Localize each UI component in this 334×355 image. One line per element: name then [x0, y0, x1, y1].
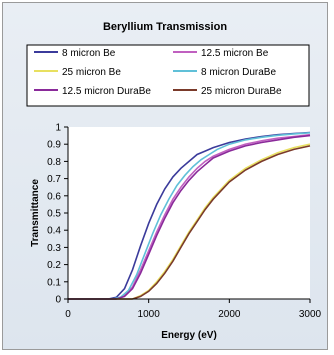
y-tick-label: 1: [55, 123, 61, 134]
legend-box: [26, 44, 310, 107]
series-line-0: [108, 131, 311, 300]
y-tick-label: 0.3: [47, 243, 61, 254]
series-line-5: [132, 145, 311, 300]
y-tick-label: 0.2: [47, 260, 61, 271]
series-line-3: [112, 132, 311, 300]
y-tick-label: 0.8: [47, 157, 61, 168]
legend-label: 25 micron DuraBe: [201, 86, 282, 97]
x-ticks: 0 1000 2000 3000: [65, 299, 322, 320]
y-tick-label: 0: [55, 295, 61, 306]
y-tick-label: 0.6: [47, 191, 61, 202]
series-line-4: [116, 134, 311, 300]
chart-title: Beryllium Transmission: [103, 21, 227, 33]
y-tick-label: 0.5: [47, 209, 61, 220]
legend-label: 12.5 micron DuraBe: [62, 86, 151, 97]
x-tick-label: 0: [65, 309, 71, 320]
x-tick-label: 2000: [218, 309, 241, 320]
legend-label: 12.5 micron Be: [201, 48, 269, 59]
series-line-2: [132, 143, 311, 300]
y-tick-label: 0.4: [47, 226, 61, 237]
y-ticks: 0 0.1 0.2 0.3 0.4 0.5 0.6 0.7 0.8 0.9 1: [47, 123, 68, 306]
series-line-1: [116, 133, 311, 300]
legend-label: 8 micron DuraBe: [201, 67, 276, 78]
plot-area: [68, 127, 310, 299]
y-tick-label: 0.9: [47, 140, 61, 151]
x-tick-label: 1000: [138, 309, 161, 320]
legend-label: 8 micron Be: [62, 48, 116, 59]
x-tick-label: 3000: [299, 309, 322, 320]
y-tick-label: 0.1: [47, 277, 61, 288]
y-axis-label: Transmittance: [30, 179, 41, 247]
legend-label: 25 micron Be: [62, 67, 121, 78]
x-axis-label: Energy (eV): [161, 330, 217, 341]
y-tick-label: 0.7: [47, 174, 61, 185]
legend: 8 micron Be 12.5 micron Be 25 micron Be 8 m…: [34, 48, 282, 97]
